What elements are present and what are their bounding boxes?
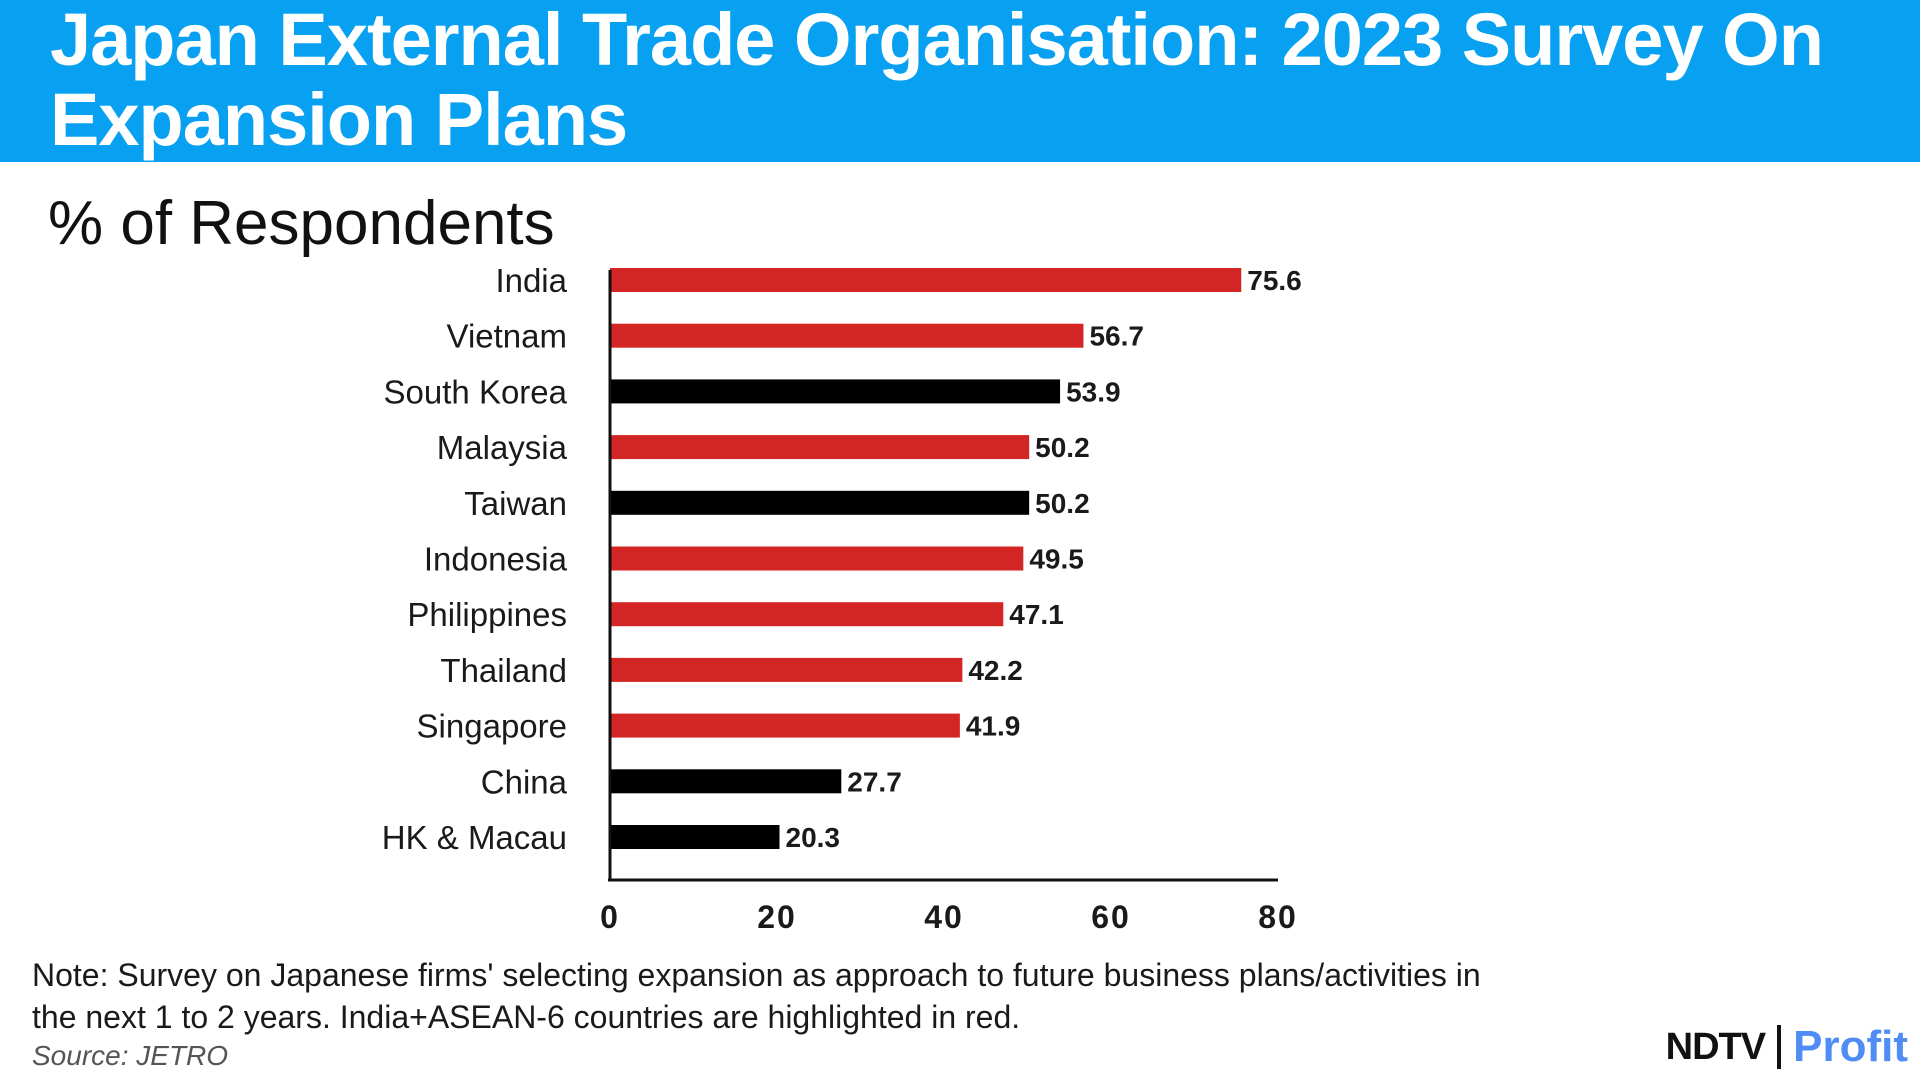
- chart-note: Note: Survey on Japanese firms' selectin…: [32, 957, 1481, 1035]
- chart-axes: 0 20 40 60 80: [600, 270, 1298, 935]
- chart-bars: India 75.6 Vietnam 56.7 South Korea 53.9 Malay…: [382, 262, 1302, 856]
- chart-subtitle: % of Respondents: [48, 189, 555, 258]
- bar-singapore: [610, 713, 960, 738]
- value-label-philippines: 47.1: [1009, 599, 1063, 630]
- value-label-malaysia: 50.2: [1035, 432, 1090, 463]
- category-label-philippines: Philippines: [407, 596, 567, 633]
- brand-logo: NDTV Profit: [1666, 1020, 1908, 1074]
- bar-vietnam: [610, 323, 1084, 348]
- bar-india: [610, 268, 1242, 292]
- chart-source: Source: JETRO: [32, 1040, 229, 1071]
- bar-hk-macau: [610, 825, 780, 849]
- value-label-south-korea: 53.9: [1066, 376, 1121, 407]
- bar-thailand: [610, 657, 963, 682]
- value-label-singapore: 41.9: [966, 711, 1021, 742]
- category-label-indonesia: Indonesia: [424, 541, 568, 578]
- x-tick-label-40: 40: [924, 899, 964, 935]
- page-title: Japan External Trade Organisation: 2023 …: [50, 0, 1824, 161]
- category-label-china: China: [481, 763, 568, 800]
- category-label-vietnam: Vietnam: [447, 318, 567, 355]
- brand-profit: Profit: [1793, 1022, 1908, 1071]
- value-label-taiwan: 50.2: [1035, 488, 1090, 519]
- value-label-india: 75.6: [1247, 265, 1302, 296]
- bar-chart: India 75.6 Vietnam 56.7 South Korea 53.9 Malay…: [382, 262, 1302, 935]
- bar-south-korea: [610, 379, 1061, 404]
- bar-china: [610, 769, 842, 794]
- value-label-vietnam: 56.7: [1089, 321, 1144, 352]
- bar-philippines: [610, 602, 1004, 627]
- value-label-indonesia: 49.5: [1029, 544, 1084, 575]
- brand-divider: [1777, 1025, 1782, 1069]
- bar-indonesia: [610, 546, 1024, 571]
- bar-taiwan: [610, 490, 1030, 515]
- value-label-hk-macau: 20.3: [786, 822, 841, 853]
- x-tick-label-20: 20: [757, 899, 797, 935]
- category-label-hk-macau: HK & Macau: [382, 819, 567, 856]
- value-label-thailand: 42.2: [968, 655, 1023, 686]
- category-label-south-korea: South Korea: [384, 373, 568, 410]
- category-label-india: India: [495, 262, 567, 299]
- category-label-thailand: Thailand: [440, 652, 567, 689]
- x-tick-label-80: 80: [1258, 899, 1298, 935]
- header-banner: Japan External Trade Organisation: 2023 …: [0, 0, 1920, 162]
- x-tick-label-0: 0: [600, 899, 620, 935]
- brand-ndtv: NDTV: [1665, 1025, 1766, 1068]
- bar-malaysia: [610, 435, 1030, 460]
- category-label-taiwan: Taiwan: [464, 485, 567, 522]
- value-label-china: 27.7: [847, 766, 902, 797]
- category-label-singapore: Singapore: [417, 708, 567, 745]
- category-label-malaysia: Malaysia: [437, 429, 568, 466]
- x-tick-label-60: 60: [1091, 899, 1131, 935]
